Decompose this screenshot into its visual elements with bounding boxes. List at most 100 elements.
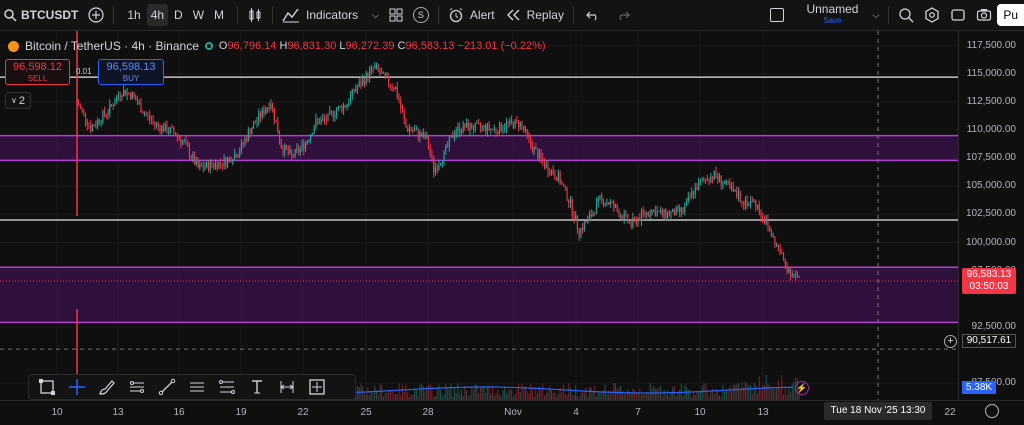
symbol-search[interactable]: BTCUSDT	[0, 0, 83, 31]
candle-body	[197, 160, 199, 168]
price-axis-label: 110,000.00	[966, 124, 1016, 135]
candle-body	[543, 161, 546, 169]
top-toolbar: BTCUSDT 1h 4h D W M Indicators ⌵ S Alert Rep…	[0, 0, 1024, 31]
volume-bar	[452, 396, 454, 400]
candle-body	[434, 167, 436, 173]
candle-body	[209, 162, 211, 171]
candle-body	[497, 132, 499, 134]
candle-body	[743, 203, 745, 205]
candle-body	[476, 122, 478, 124]
volume-bar	[552, 393, 554, 400]
timeframe-M[interactable]: M	[214, 8, 225, 22]
volume-bar	[504, 386, 506, 400]
sell-button[interactable]: 96,598.12 SELL	[5, 59, 70, 85]
time-axis-label: 10	[694, 407, 706, 418]
layout-select[interactable]: Unnamed Save ⌵	[765, 0, 884, 31]
candle-body	[531, 145, 533, 152]
timeframe-4h[interactable]: 4h	[146, 4, 169, 26]
rectangle-tool-icon[interactable]	[33, 376, 61, 398]
volume-bar	[751, 393, 753, 400]
candle-body	[145, 113, 147, 116]
volume-bar	[602, 389, 604, 400]
trend-line-icon[interactable]	[153, 376, 181, 398]
add-alert-plus-icon[interactable]: +	[944, 335, 957, 348]
volume-bar	[685, 386, 688, 400]
volume-bar	[405, 384, 407, 400]
candle-body	[381, 72, 383, 74]
volume-bar	[791, 384, 793, 400]
volume-bar	[585, 387, 587, 400]
candle-body	[237, 155, 239, 158]
symbol-legend: Bitcoin / TetherUS · 4h · Binance O96,79…	[8, 39, 546, 53]
volume-bar	[471, 387, 473, 400]
alert-button[interactable]: Alert	[443, 0, 500, 31]
candle-body	[375, 64, 378, 66]
lightning-icon[interactable]: ⚡	[795, 381, 809, 395]
candle-body	[277, 122, 279, 134]
settings-gear-icon[interactable]	[985, 404, 999, 418]
fullscreen-button[interactable]	[945, 0, 971, 31]
candle-body	[751, 201, 753, 203]
candle-body	[272, 104, 274, 108]
volume-bar	[788, 386, 790, 400]
volume-bar	[713, 394, 715, 400]
candle-body	[556, 177, 558, 181]
volume-bar	[722, 384, 724, 400]
compare-button[interactable]	[83, 0, 109, 31]
snapshot-button[interactable]	[971, 0, 997, 31]
candle-body	[656, 211, 658, 216]
candle-body	[698, 181, 700, 191]
templates-button[interactable]	[384, 0, 408, 31]
horizontal-lines-icon[interactable]	[183, 376, 211, 398]
buy-button[interactable]: 96,598.13 BUY	[98, 59, 164, 85]
volume-bar	[696, 390, 698, 400]
text-tool-icon[interactable]	[243, 376, 271, 398]
candle-body	[753, 200, 755, 202]
undo-button[interactable]	[578, 0, 608, 31]
long-position-icon[interactable]	[303, 376, 331, 398]
candle-body	[670, 212, 672, 216]
bar-countdown: 03:50:03	[969, 281, 1009, 292]
volume-bar	[708, 396, 710, 400]
timeframe-1h[interactable]: 1h	[127, 8, 141, 22]
replay-button[interactable]: Replay	[500, 0, 569, 31]
candle-body	[604, 203, 606, 206]
candle-body	[183, 141, 185, 143]
market-status-dot	[204, 42, 213, 50]
chart-pane[interactable]	[0, 31, 958, 400]
crosshair-tool-icon[interactable]	[63, 376, 91, 398]
candle-body	[491, 128, 494, 130]
settings-button[interactable]	[919, 0, 945, 31]
candle-body	[214, 163, 216, 168]
collapse-indicators-button[interactable]: ∨ 2	[5, 92, 31, 109]
candle-body	[625, 213, 627, 215]
last-price-tag: 96,583.13 03:50:03	[962, 268, 1016, 294]
indicators-button[interactable]: Indicators ⌵	[277, 0, 384, 31]
candle-body	[157, 123, 159, 127]
low-value: 96,272.39	[345, 40, 395, 52]
candle-body	[597, 197, 599, 203]
currency-button[interactable]: S	[408, 0, 434, 31]
candle-body	[117, 96, 120, 98]
candle-body	[78, 101, 80, 106]
candle-body	[166, 124, 168, 133]
publish-button[interactable]: Pu	[997, 0, 1024, 31]
date-range-icon[interactable]	[273, 376, 301, 398]
candle-body	[207, 162, 210, 171]
candle-body	[365, 73, 367, 85]
candlestick-chart[interactable]	[0, 31, 958, 400]
volume-bar	[448, 388, 450, 400]
timeframe-W[interactable]: W	[192, 8, 205, 22]
candle-body	[601, 195, 603, 199]
candle-body	[149, 115, 151, 120]
parallel-channel-icon[interactable]	[123, 376, 151, 398]
chart-type-button[interactable]	[242, 0, 268, 31]
candle-body	[460, 131, 462, 134]
timeframe-D[interactable]: D	[174, 8, 183, 22]
volume-bar	[682, 396, 684, 400]
quick-search-button[interactable]	[893, 0, 919, 31]
brush-tool-icon[interactable]	[93, 376, 121, 398]
fib-retracement-icon[interactable]	[213, 376, 241, 398]
candle-body	[538, 152, 540, 159]
redo-button[interactable]	[608, 0, 638, 31]
